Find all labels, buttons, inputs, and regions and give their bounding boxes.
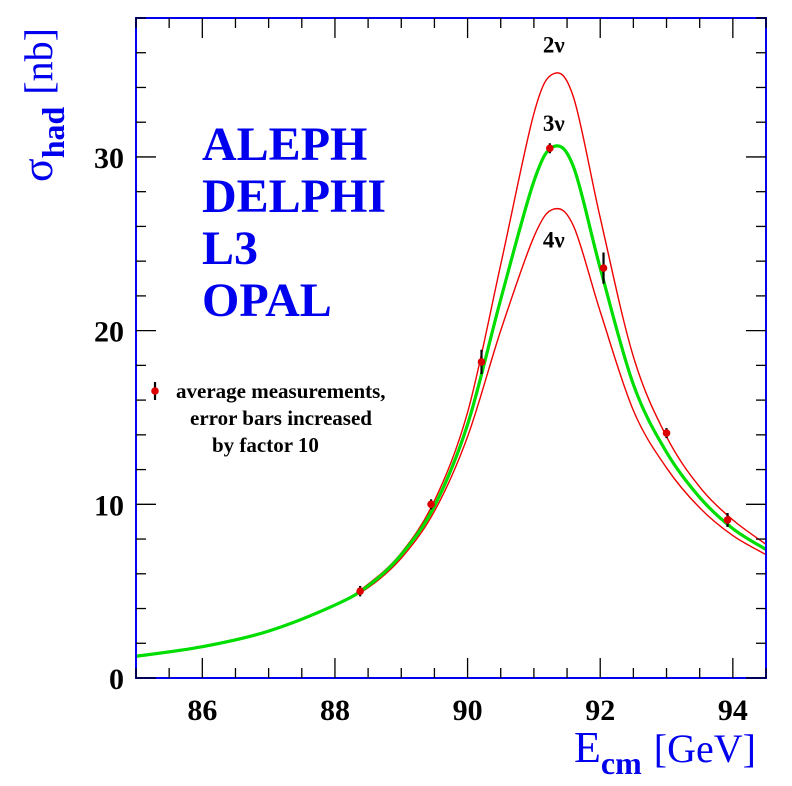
curve-3nu <box>135 144 767 658</box>
experiment-label-delphi: DELPHI <box>202 170 386 223</box>
x-axis-title-main: E <box>574 723 601 772</box>
x-tick-label: 90 <box>453 694 483 727</box>
y-axis-title-main: σ <box>13 158 62 182</box>
x-tick-label: 92 <box>585 694 615 727</box>
x-tick-label: 94 <box>718 694 748 727</box>
measurement-point <box>599 264 608 272</box>
legend: average measurements, error bars increas… <box>151 379 386 457</box>
curve-label-4nu: 4ν <box>543 227 565 252</box>
experiment-label-aleph: ALEPH <box>202 118 367 171</box>
measurement-point <box>662 429 671 437</box>
measurement-point <box>427 500 435 509</box>
experiment-labels: ALEPH DELPHI L3 OPAL <box>202 118 386 327</box>
tick-labels: 86 88 90 92 94 0 10 20 30 <box>94 142 748 727</box>
curve-label-2nu: 2ν <box>543 33 565 58</box>
experiment-label-l3: L3 <box>202 222 258 275</box>
experiment-label-opal: OPAL <box>202 274 332 327</box>
y-axis-title-unit: [nb] <box>16 28 61 95</box>
y-axis-title-sub: had <box>35 106 71 158</box>
axis-ticks <box>135 17 767 679</box>
legend-line-3: by factor 10 <box>212 433 319 457</box>
legend-line-1: average measurements, <box>176 379 386 403</box>
measurement-point <box>546 144 554 153</box>
x-tick-label: 86 <box>187 694 217 727</box>
measurement-points <box>356 143 732 597</box>
plot-frame <box>135 17 767 679</box>
curve-labels: 2ν 3ν 4ν <box>543 33 565 253</box>
legend-line-2: error bars increased <box>190 406 372 430</box>
measurement-point <box>723 516 732 524</box>
y-tick-label: 30 <box>94 142 124 175</box>
svg-text:Ecm[GeV]: Ecm [GeV] <box>574 723 756 781</box>
model-curves <box>135 72 767 658</box>
x-axis-title-sub: cm <box>601 745 642 781</box>
y-tick-label: 20 <box>94 316 124 349</box>
svg-text:σhad[nb]: σhad [nb] <box>13 28 71 182</box>
curve-label-3nu: 3ν <box>543 111 565 136</box>
y-tick-label: 0 <box>109 663 124 696</box>
legend-marker <box>151 387 159 395</box>
x-tick-label: 88 <box>320 694 350 727</box>
x-axis-title: Ecm [GeV] <box>574 723 756 781</box>
measurement-point <box>356 587 364 595</box>
x-axis-title-unit: [GeV] <box>654 726 756 771</box>
measurement-point <box>477 358 486 366</box>
y-axis-title: σhad [nb] <box>13 28 71 182</box>
y-tick-label: 10 <box>94 489 124 522</box>
